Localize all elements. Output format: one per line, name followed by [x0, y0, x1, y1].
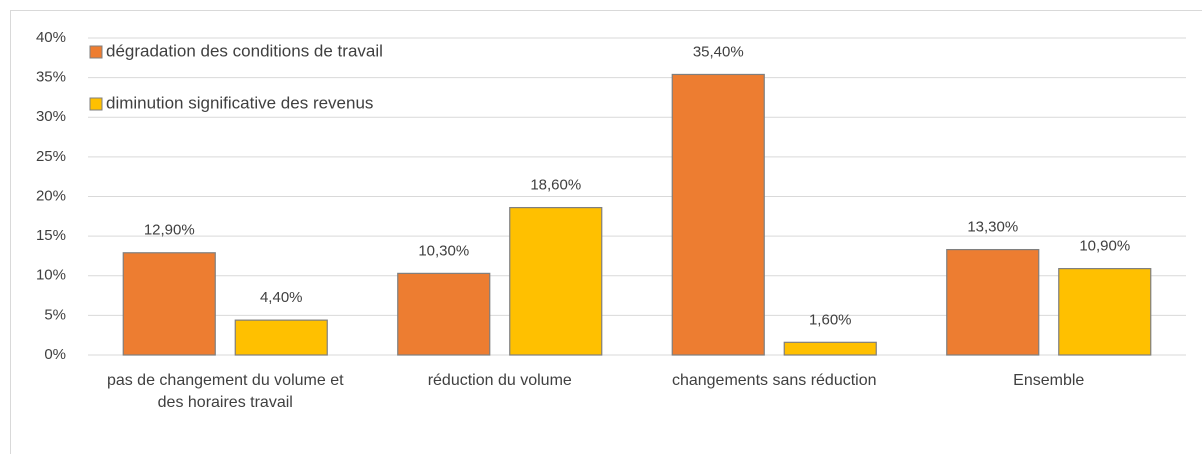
bar	[397, 272, 491, 356]
data-label: 10,90%	[1079, 238, 1130, 255]
y-tick-label: 25%	[36, 148, 66, 165]
data-label: 12,90%	[144, 222, 195, 239]
bar	[946, 248, 1040, 356]
y-tick-label: 20%	[36, 187, 66, 204]
data-label: 18,60%	[530, 177, 581, 194]
y-tick-label: 35%	[36, 69, 66, 86]
y-tick-label: 40%	[36, 29, 66, 46]
x-tick-label-box: Ensemble	[1013, 372, 1085, 389]
bar	[122, 252, 216, 356]
x-tick-label-box: pas de changement du volume et des horai…	[106, 372, 344, 411]
x-tick-label-box: changements sans réduction	[671, 372, 877, 389]
bar	[671, 73, 765, 356]
data-label: 13,30%	[967, 219, 1018, 236]
bar	[783, 341, 877, 356]
y-tick-label: 30%	[36, 108, 66, 125]
x-tick-label: pas de changement du volume et des horai…	[106, 372, 344, 411]
data-label: 4,40%	[260, 289, 303, 306]
bar	[1058, 268, 1152, 356]
legend-label: dégradation des conditions de travail	[106, 41, 383, 60]
bar	[509, 206, 603, 356]
y-tick-label: 10%	[36, 267, 66, 284]
x-tick-label: réduction du volume	[427, 372, 572, 389]
y-tick-label: 15%	[36, 227, 66, 244]
x-tick-label-box: réduction du volume	[427, 372, 572, 389]
data-label: 35,40%	[693, 43, 744, 60]
chart-frame	[10, 10, 1202, 454]
legend-swatch	[89, 45, 103, 59]
x-tick-label: Ensemble	[1013, 372, 1085, 389]
data-label: 10,30%	[418, 242, 469, 259]
y-tick-label: 5%	[44, 306, 66, 323]
data-label: 1,60%	[809, 311, 852, 328]
legend-swatch	[89, 97, 103, 111]
bar	[234, 319, 328, 356]
x-tick-label: changements sans réduction	[671, 372, 877, 389]
y-tick-label: 0%	[44, 346, 66, 363]
legend-label: diminution significative des revenus	[106, 93, 373, 112]
